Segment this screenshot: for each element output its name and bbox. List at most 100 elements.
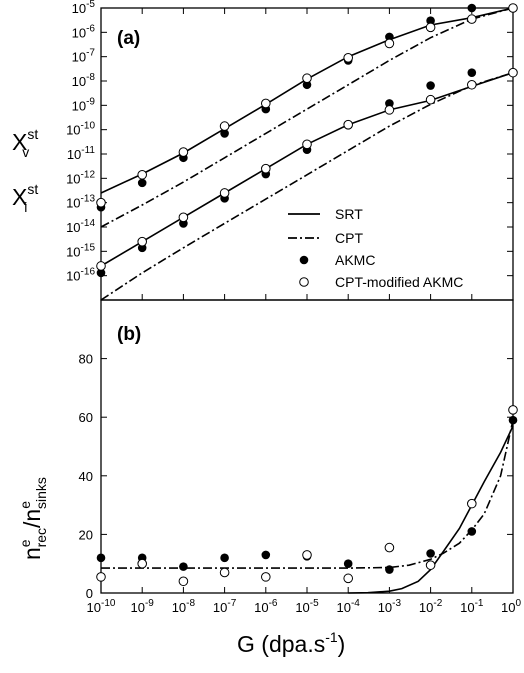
y-label-ratio-sub2: sinks bbox=[33, 477, 49, 509]
panel-a-x-ticks bbox=[100, 8, 514, 300]
panel-b-point-akmc bbox=[467, 527, 477, 536]
panel-b-line-cpt bbox=[101, 419, 514, 569]
panel-a-point-cpt-modified-akmc-i bbox=[384, 105, 395, 115]
y-label-xi: Xst i bbox=[12, 181, 38, 215]
panel-a-points bbox=[96, 3, 518, 278]
panel-b-x-tick-label: 10-8 bbox=[172, 598, 196, 615]
panel-a-y-tick-label: 10-7 bbox=[72, 48, 96, 65]
legend-cpt-label: CPT bbox=[335, 230, 363, 246]
panel-a-y-tick-label: 10-13 bbox=[66, 194, 95, 211]
panel-a-point-akmc-i bbox=[426, 81, 435, 90]
x-label-exp: -1 bbox=[325, 629, 338, 645]
panel-a-point-cpt-modified-akmc-v bbox=[343, 52, 354, 63]
panel-a: 10-16 10-15 10-14 10-13 10-12 10-11 10-10 10-9 1… bbox=[12, 0, 518, 301]
y-label-ratio-slash: / bbox=[19, 521, 45, 528]
panel-b-y-tick-label: 60 bbox=[79, 410, 93, 425]
panel-a-point-cpt-modified-akmc-i bbox=[425, 94, 436, 105]
panel-a-line-cpt-v bbox=[100, 7, 514, 228]
panel-a-y-tick-label: 10-8 bbox=[72, 72, 96, 89]
x-label-text: G (dpa.s bbox=[237, 631, 325, 657]
panel-a-point-akmc-v bbox=[467, 3, 477, 13]
legend-srt-label: SRT bbox=[335, 206, 363, 222]
panel-b-y-tick-label: 80 bbox=[79, 352, 93, 367]
panel-a-point-akmc-v bbox=[385, 32, 394, 42]
panel-b-point-akmc bbox=[220, 553, 229, 563]
panel-b-y-tick-label: 20 bbox=[79, 527, 93, 542]
panel-a-point-cpt-modified-akmc-i bbox=[508, 67, 518, 78]
panel-a-point-akmc-i bbox=[467, 68, 477, 77]
panel-a-y-tick-label: 10-16 bbox=[66, 267, 95, 284]
panel-b-point-cpt-modified-akmc bbox=[137, 558, 147, 569]
panel-a-label: (a) bbox=[117, 28, 140, 49]
x-label-close: ) bbox=[338, 631, 346, 657]
panel-a-point-cpt-modified-akmc-i bbox=[467, 79, 477, 90]
panel-a-point-cpt-modified-akmc-v bbox=[261, 98, 271, 109]
panel-a-point-cpt-modified-akmc-v bbox=[219, 121, 230, 131]
panel-b-x-tick-label: 10-6 bbox=[254, 598, 278, 615]
panel-a-point-cpt-modified-akmc-i bbox=[178, 212, 189, 223]
panel-a-y-tick-label: 10-6 bbox=[72, 23, 96, 40]
panel-b-point-cpt-modified-akmc bbox=[178, 576, 189, 587]
panel-a-point-cpt-modified-akmc-v bbox=[384, 38, 395, 49]
panel-a-y-tick-label: 10-10 bbox=[66, 121, 95, 138]
panel-b-x-tick-label: 10-7 bbox=[213, 598, 237, 615]
panel-b-x-axis: 10-10 10-9 10-8 10-7 10-6 10-5 10-4 10-3 10-2 10-… bbox=[87, 587, 521, 615]
panel-a-point-cpt-modified-akmc-i bbox=[219, 188, 230, 198]
y-label-ratio-sup1: e bbox=[17, 539, 33, 547]
y-label-ratio-n2: n bbox=[19, 509, 45, 522]
panel-b-x-tick-label: 10-5 bbox=[295, 598, 319, 615]
y-label-ratio-sub1: rec bbox=[33, 528, 49, 547]
panel-a-point-cpt-modified-akmc-v bbox=[96, 197, 106, 208]
panel-b-point-akmc bbox=[508, 415, 518, 425]
legend: SRT CPT AKMC CPT-modified AKMC bbox=[288, 206, 463, 290]
panel-b-point-cpt-modified-akmc bbox=[467, 498, 477, 509]
panel-a-point-cpt-modified-akmc-i bbox=[137, 236, 147, 247]
panel-a-y-tick-label: 10-12 bbox=[66, 169, 95, 186]
panel-b-x-tick-label: 100 bbox=[501, 598, 521, 615]
panel-a-y-tick-label: 10-14 bbox=[66, 218, 95, 235]
panel-a-point-cpt-modified-akmc-i bbox=[302, 139, 312, 150]
y-label-xi-base: X bbox=[12, 184, 27, 210]
panel-b-point-cpt-modified-akmc bbox=[261, 572, 271, 582]
panel-a-y-tick-label: 10-5 bbox=[72, 0, 96, 16]
panel-b-y-tick-label: 40 bbox=[79, 469, 93, 484]
panel-a-point-cpt-modified-akmc-v bbox=[302, 73, 312, 84]
y-label-xv-base: X bbox=[12, 129, 27, 155]
y-label-xi-sup: st bbox=[27, 181, 38, 197]
panel-b-point-cpt-modified-akmc bbox=[96, 572, 106, 582]
y-label-ratio-n1: n bbox=[19, 547, 45, 560]
panel-b-point-cpt-modified-akmc bbox=[219, 567, 230, 578]
panel-b-y-tick-label: 0 bbox=[86, 586, 93, 601]
panel-a-y-tick-label: 10-15 bbox=[66, 242, 95, 259]
panel-a-y-axis: 10-16 10-15 10-14 10-13 10-12 10-11 10-10 10-9 1… bbox=[66, 0, 513, 284]
y-label-xv: Xst v bbox=[12, 126, 38, 160]
y-label-xi-sub: i bbox=[24, 199, 27, 215]
y-label-ratio-sup2: e bbox=[17, 501, 33, 509]
panel-a-point-cpt-modified-akmc-v bbox=[137, 169, 147, 180]
panel-b-x-tick-label: 10-9 bbox=[131, 598, 155, 615]
panel-b: 0 20 40 60 80 10-10 10-9 10-8 10-7 10-6 10-5 10-4 1… bbox=[17, 299, 521, 657]
panel-a-point-cpt-modified-akmc-i bbox=[96, 261, 106, 271]
panel-a-y-tick-label: 10-9 bbox=[72, 96, 96, 113]
panel-a-point-akmc-v bbox=[302, 80, 312, 90]
panel-a-point-akmc-i bbox=[96, 268, 106, 278]
panel-b-x-tick-label: 10-4 bbox=[337, 598, 361, 615]
panel-b-point-akmc bbox=[96, 553, 106, 563]
panel-b-point-akmc bbox=[179, 562, 188, 571]
panel-b-x-tick-label: 10-3 bbox=[378, 598, 402, 615]
panel-a-line-srt-v bbox=[100, 7, 514, 194]
panel-b-point-cpt-modified-akmc bbox=[384, 542, 395, 553]
panel-b-x-tick-label: 10-10 bbox=[87, 598, 116, 615]
x-label: G (dpa.s-1) bbox=[237, 629, 345, 657]
panel-b-label: (b) bbox=[117, 324, 141, 345]
panel-b-point-akmc bbox=[343, 559, 353, 568]
panel-b-point-cpt-modified-akmc bbox=[343, 573, 354, 584]
legend-akmc-marker bbox=[299, 255, 309, 265]
panel-a-point-cpt-modified-akmc-i bbox=[343, 119, 354, 130]
panel-b-x-tick-label: 10-2 bbox=[419, 598, 443, 615]
panel-a-point-cpt-modified-akmc-v bbox=[425, 22, 436, 33]
panel-b-point-akmc bbox=[261, 550, 271, 560]
panel-a-point-cpt-modified-akmc-v bbox=[508, 3, 518, 13]
legend-akmc-label: AKMC bbox=[335, 252, 375, 268]
